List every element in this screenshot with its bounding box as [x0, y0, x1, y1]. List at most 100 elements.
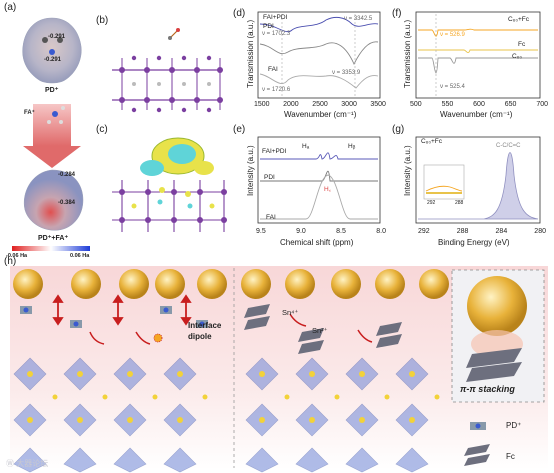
e-annotation-ha: Hₐ — [302, 143, 310, 150]
c60-row — [13, 269, 527, 336]
c60-molecule — [419, 269, 449, 299]
fa-arrow-caption: FA⁺ — [24, 110, 35, 116]
c60-molecule — [285, 269, 315, 299]
ftir-plot-f — [415, 11, 541, 99]
ftir-curve-fai-pdi — [259, 16, 379, 33]
scale-min-label: -0.06 Ha — [6, 253, 28, 259]
panel-g-label: (g) — [392, 124, 405, 135]
f-series-c60-fc: C₆₀+Fc — [508, 16, 530, 23]
ftir-curve-c60-fc — [418, 28, 538, 37]
g-legend: C₆₀+Fc — [421, 138, 443, 145]
sn2-label: Sn²⁺ — [312, 326, 328, 335]
d-xlabel: Wavenumber (cm⁻¹) — [284, 110, 357, 119]
d-annotation-4: ν = 1720.6 — [262, 87, 291, 93]
e-series-fai-pdi: FAI+PDI — [262, 148, 287, 155]
e-xtick: 9.0 — [296, 228, 306, 235]
g-xticks: 292 288 284 280 — [418, 228, 546, 235]
d-series-pdi: PDI — [263, 23, 274, 30]
xps-peak — [418, 152, 539, 220]
e-ylabel: Intensity (a.u.) — [246, 145, 255, 196]
g-xtick: 284 — [495, 228, 508, 235]
legend-pd-label: PD⁺ — [506, 421, 522, 430]
esp-value-top-1: -0.291 — [48, 34, 66, 40]
g-xtick: 280 — [534, 228, 546, 235]
panel-b-label: (b) — [96, 15, 109, 26]
e-annotation-hb: Hᵦ — [348, 143, 356, 150]
c60-molecule-large — [467, 276, 527, 336]
nmr-plot-e — [257, 136, 381, 224]
slab-structure-b — [112, 28, 223, 113]
g-xtick: 288 — [456, 228, 469, 235]
d-series-fai: FAI — [268, 66, 278, 73]
c60-molecule — [119, 269, 149, 299]
legend-pd-icon — [470, 422, 486, 430]
g-inset-tick: 288 — [455, 200, 464, 206]
ftir-curve-fai — [259, 73, 379, 89]
d-ylabel: Transmission (a.u.) — [246, 19, 255, 88]
c60-molecule — [241, 269, 271, 299]
legend-fc-icon — [464, 444, 490, 466]
d-xtick: 3000 — [341, 101, 357, 108]
pd-fa-esp-surface — [23, 169, 84, 231]
g-inset-tick: 292 — [427, 200, 436, 206]
pd-caption: PD⁺ — [45, 87, 59, 94]
e-xtick: 8.0 — [376, 228, 386, 235]
f-annotation-2: ν = 525.4 — [440, 84, 465, 90]
d-xtick: 2500 — [312, 101, 328, 108]
e-series-pdi: PDI — [264, 174, 275, 181]
f-ylabel: Transmission (a.u.) — [403, 19, 412, 88]
d-xtick: 3500 — [370, 101, 386, 108]
e-xtick: 8.5 — [336, 228, 346, 235]
panel-h-label: (h) — [4, 256, 17, 267]
f-xtick: 700 — [536, 101, 548, 108]
xps-plot-g — [415, 136, 541, 224]
d-xticks: 1500 2000 2500 3000 3500 — [254, 101, 386, 108]
e-xlabel: Chemical shift (ppm) — [280, 238, 354, 247]
g-peak-label: C-C/C=C — [496, 143, 521, 149]
f-xtick: 550 — [441, 101, 454, 108]
perovskite-lattice — [13, 357, 440, 473]
f-xtick: 600 — [473, 101, 485, 108]
f-xlabel: Wavenumber (cm⁻¹) — [440, 110, 513, 119]
c60-molecule — [331, 269, 361, 299]
panel-c-label: (c) — [96, 124, 108, 135]
d-xtick: 1500 — [254, 101, 270, 108]
esp-value-bottom-2: -0.384 — [58, 200, 76, 206]
charge-density-c — [112, 137, 227, 232]
d-annotation-2: ν = 1702.3 — [262, 31, 291, 37]
panel-f-label: (f) — [392, 8, 402, 19]
sn4-label: Sn⁴⁺ — [282, 308, 299, 317]
interface-dipole-label: Interface dipole — [188, 321, 222, 341]
f-xtick: 500 — [410, 101, 422, 108]
d-annotation-1: ν = 3342.5 — [344, 16, 373, 22]
reaction-arrow-icon — [23, 146, 81, 168]
ftir-curve-c60 — [418, 57, 538, 74]
e-annotation-hc: H꜀ — [324, 186, 331, 193]
nmr-curve-fai-pdi — [260, 152, 378, 160]
c60-molecule — [71, 269, 101, 299]
interface-schematic-h — [10, 266, 548, 473]
reaction-arrow-shaft — [33, 104, 71, 146]
panel-e-label: (e) — [233, 124, 246, 135]
stacking-label: π-π stacking — [460, 384, 515, 394]
e-series-fai: FAI — [266, 214, 276, 221]
f-annotation-1: ν = 526.9 — [440, 32, 465, 38]
d-annotation-3: ν = 3353.9 — [332, 70, 361, 76]
panel-d-label: (d) — [233, 8, 246, 19]
g-xtick: 292 — [418, 228, 430, 235]
nmr-curve-fai — [260, 174, 378, 220]
nmr-curve-pdi — [260, 170, 378, 182]
esp-value-bottom-1: -0.284 — [58, 172, 76, 178]
f-xtick: 650 — [504, 101, 517, 108]
e-xticks: 9.5 9.0 8.5 8.0 — [256, 228, 386, 235]
legend-fc-label: Fc — [506, 452, 515, 461]
pd-molecules — [20, 306, 208, 328]
g-ylabel: Intensity (a.u.) — [403, 145, 412, 196]
f-series-c60: C₆₀ — [512, 53, 523, 60]
ftir-plot-d — [257, 11, 381, 99]
fc-molecules — [244, 304, 522, 382]
d-series-fai-pdi: FAI+PDI — [263, 14, 288, 21]
panel-a-label: (a) — [4, 2, 17, 13]
g-xlabel: Binding Energy (eV) — [438, 238, 510, 247]
dipole-arrows — [52, 294, 192, 326]
